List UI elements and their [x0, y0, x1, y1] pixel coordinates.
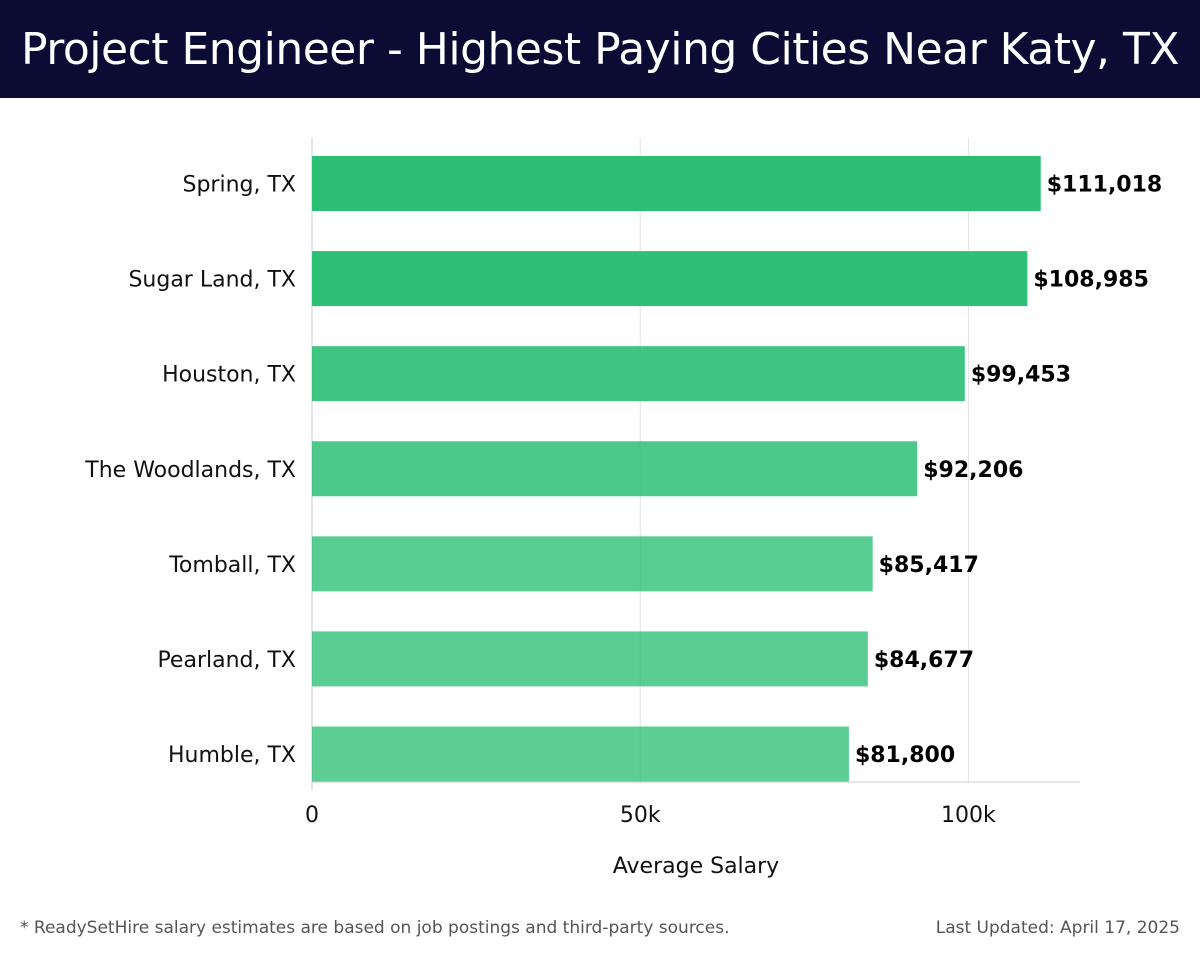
value-label: $85,417: [879, 553, 979, 578]
x-tick-label: 50k: [620, 803, 661, 828]
value-label: $99,453: [971, 363, 1071, 388]
bar-layer: [312, 156, 1041, 782]
value-label: $84,677: [874, 648, 974, 673]
bar: [312, 631, 868, 687]
category-label: The Woodlands, TX: [84, 458, 296, 483]
value-label: $108,985: [1033, 268, 1149, 293]
page-title: Project Engineer - Highest Paying Cities…: [20, 23, 1180, 75]
bar: [312, 441, 918, 497]
x-tick-label: 100k: [941, 803, 996, 828]
category-label: Humble, TX: [168, 743, 296, 768]
value-label: $81,800: [855, 743, 955, 768]
x-tick-label: 0: [305, 803, 319, 828]
last-updated: Last Updated: April 17, 2025: [935, 918, 1180, 938]
x-axis-title: Average Salary: [613, 854, 779, 879]
label-layer: Spring, TX $111,018 Sugar Land, TX $108,985…: [84, 173, 1162, 769]
category-label: Sugar Land, TX: [128, 268, 296, 293]
x-axis: 0 50k 100k: [305, 803, 996, 828]
category-label: Houston, TX: [162, 363, 296, 388]
bar: [312, 346, 965, 402]
value-label: $111,018: [1047, 173, 1163, 198]
chart-header: Project Engineer - Highest Paying Cities…: [0, 0, 1200, 98]
bar: [312, 726, 849, 782]
value-label: $92,206: [923, 458, 1023, 483]
salary-bar-chart: Spring, TX $111,018 Sugar Land, TX $108,985…: [84, 138, 1162, 879]
category-label: Spring, TX: [183, 173, 297, 198]
bar: [312, 156, 1041, 211]
category-label: Pearland, TX: [157, 648, 296, 673]
footer-note: * ReadySetHire salary estimates are base…: [20, 918, 730, 938]
category-label: Tomball, TX: [168, 553, 296, 578]
bar: [312, 536, 873, 592]
bar: [312, 251, 1028, 307]
